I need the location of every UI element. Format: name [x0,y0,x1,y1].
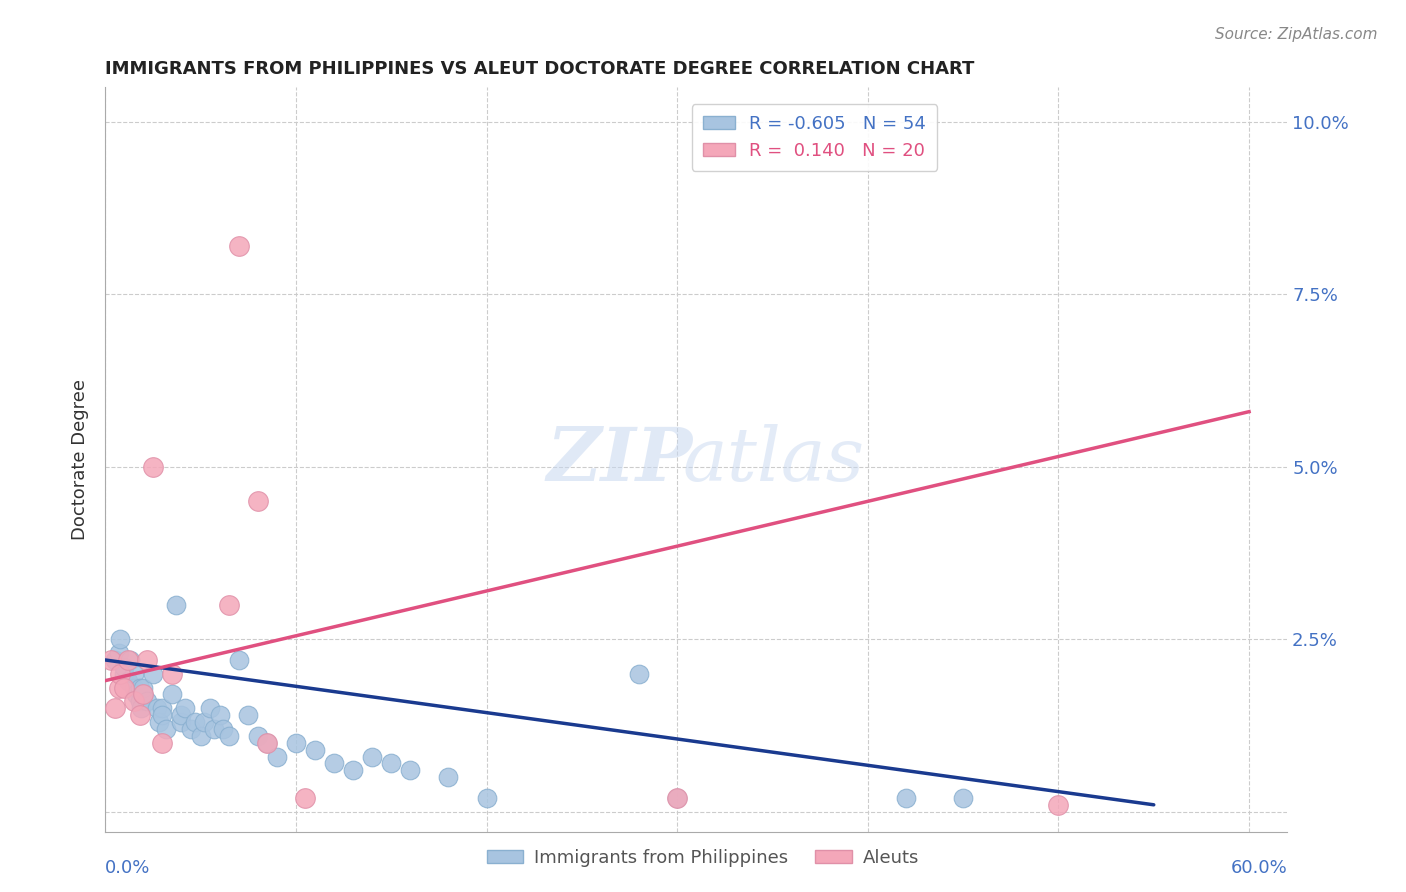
Text: Source: ZipAtlas.com: Source: ZipAtlas.com [1215,27,1378,42]
Point [184,714,207,729]
Point [155,722,177,736]
Point [666,791,689,805]
Point [128,681,150,695]
Point [104,701,127,715]
Point [238,708,260,723]
Point [246,494,269,508]
Point [174,701,197,715]
Point [198,701,221,715]
Point [110,632,132,647]
Point [361,749,384,764]
Point [112,660,135,674]
Point [1047,797,1070,812]
Point [110,666,132,681]
Point [152,736,174,750]
Legend: R = -0.605   N = 54, R =  0.140   N = 20: R = -0.605 N = 54, R = 0.140 N = 20 [692,104,938,170]
Point [136,694,159,708]
Text: ZIP: ZIP [547,424,693,496]
Point [117,673,139,688]
Point [208,708,231,723]
Y-axis label: Doctorate Degree: Doctorate Degree [72,379,89,541]
Point [160,666,183,681]
Point [627,666,650,681]
Point [475,791,498,805]
Point [294,791,316,805]
Point [145,701,167,715]
Point [118,653,141,667]
Point [122,694,145,708]
Point [128,694,150,708]
Point [952,791,974,805]
Point [132,688,155,702]
Point [160,688,183,702]
Point [112,666,135,681]
Point [104,653,127,667]
Legend: Immigrants from Philippines, Aleuts: Immigrants from Philippines, Aleuts [479,842,927,874]
Point [193,714,215,729]
Point [142,459,165,474]
Point [437,770,460,784]
Text: IMMIGRANTS FROM PHILIPPINES VS ALEUT DOCTORATE DEGREE CORRELATION CHART: IMMIGRANTS FROM PHILIPPINES VS ALEUT DOC… [105,60,974,78]
Point [266,749,288,764]
Point [218,729,240,743]
Point [170,708,193,723]
Point [323,756,346,771]
Point [107,681,129,695]
Point [256,736,278,750]
Point [190,729,212,743]
Point [256,736,278,750]
Point [894,791,917,805]
Point [128,708,150,723]
Text: 60.0%: 60.0% [1230,859,1288,877]
Point [117,653,139,667]
Point [132,681,155,695]
Point [170,714,193,729]
Point [148,714,170,729]
Point [152,701,174,715]
Point [228,653,250,667]
Text: 0.0%: 0.0% [105,859,150,877]
Point [284,736,307,750]
Text: atlas: atlas [682,424,865,496]
Point [342,764,364,778]
Point [218,598,240,612]
Point [122,666,145,681]
Point [136,653,159,667]
Point [165,598,187,612]
Point [131,701,153,715]
Point [202,722,225,736]
Point [100,653,122,667]
Point [666,791,689,805]
Point [399,764,422,778]
Point [125,688,148,702]
Point [152,708,174,723]
Point [212,722,235,736]
Point [246,729,269,743]
Point [107,646,129,660]
Point [228,239,250,253]
Point [112,681,135,695]
Point [122,681,145,695]
Point [132,688,155,702]
Point [304,742,326,756]
Point [142,666,165,681]
Point [180,722,202,736]
Point [380,756,402,771]
